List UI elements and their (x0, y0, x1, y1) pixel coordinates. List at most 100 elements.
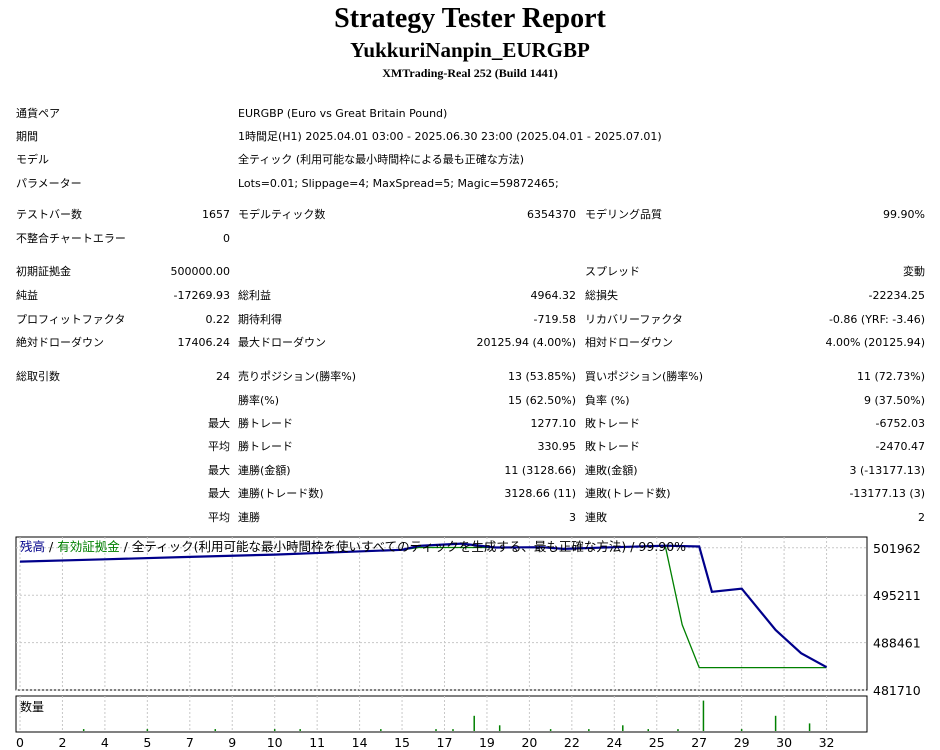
period-label: 期間 (16, 130, 38, 143)
legend-balance: 残高 (20, 539, 45, 554)
consec-loss-money-value: 3 (-13177.13) (849, 464, 925, 477)
y-tick-label: 481710 (873, 683, 921, 698)
x-tick-label: 9 (228, 735, 236, 750)
consec-avg-word: 平均 (208, 511, 230, 524)
x-tick-label: 29 (734, 735, 750, 750)
abs-dd-label: 絶対ドローダウン (16, 336, 104, 349)
x-tick-label: 20 (521, 735, 537, 750)
period-value: 1時間足(H1) 2025.04.01 03:00 - 2025.06.30 2… (238, 130, 662, 143)
report-subtitle: YukkuriNanpin_EURGBP (350, 38, 590, 62)
legend-equity: 有効証拠金 (57, 539, 120, 554)
consec-loss-value: 2 (918, 511, 925, 524)
x-ticks: 0 2 4 5 7 9 10 11 14 15 17 19 20 22 24 25 27 29 30 32 (16, 735, 834, 750)
total-trades-value: 24 (216, 370, 230, 383)
x-tick-label: 10 (267, 735, 283, 750)
bars-label: テストバー数 (16, 208, 82, 221)
largest-loss-value: -6752.03 (875, 417, 925, 430)
consec-loss-label: 連敗 (585, 511, 607, 524)
average-loss-label: 敗トレード (585, 440, 640, 453)
x-tick-label: 22 (564, 735, 580, 750)
model-value: 全ティック (利用可能な最小時間枠による最も正確な方法) (238, 153, 525, 166)
x-tick-label: 17 (437, 735, 453, 750)
average-word: 平均 (208, 440, 230, 453)
legend-sep: / (45, 539, 57, 554)
short-label: 売りポジション(勝率%) (238, 370, 357, 383)
params-value: Lots=0.01; Slippage=4; MaxSpread=5; Magi… (238, 177, 559, 190)
max-dd-value: 20125.94 (4.00%) (476, 336, 576, 349)
chart-legend: 残高 / 有効証拠金 / 全ティック(利用可能な最小時間枠を使いすべてのティック… (20, 539, 686, 554)
pf-label: プロフィットファクタ (16, 313, 126, 326)
errors-label: 不整合チャートエラー (16, 232, 126, 245)
recovery-value: -0.86 (YRF: -3.46) (828, 313, 925, 326)
long-label: 買いポジション(勝率%) (585, 370, 704, 383)
y-tick-label: 501962 (873, 541, 921, 556)
symbol-value: EURGBP (Euro vs Great Britain Pound) (238, 107, 448, 120)
x-tick-label: 14 (352, 735, 368, 750)
net-value: -17269.93 (173, 289, 230, 302)
largest-loss-label: 敗トレード (585, 417, 640, 430)
rel-dd-label: 相対ドローダウン (585, 336, 673, 349)
bars-value: 1657 (202, 208, 230, 221)
ticks-label: モデルティック数 (238, 208, 326, 221)
x-tick-label: 7 (186, 735, 194, 750)
long-value: 11 (72.73%) (856, 370, 925, 383)
errors-value: 0 (223, 232, 230, 245)
rel-dd-value: 4.00% (20125.94) (825, 336, 925, 349)
x-tick-label: 27 (691, 735, 707, 750)
balance-chart: 残高 / 有効証拠金 / 全ティック(利用可能な最小時間枠を使いすべてのティック… (15, 536, 921, 750)
legend-model: / 全ティック(利用可能な最小時間枠を使いすべてのティックを生成する、最も正確な… (120, 539, 686, 554)
win-rate-value: 15 (62.50%) (507, 394, 576, 407)
grid (16, 537, 867, 732)
loss-rate-label: 負率 (%) (585, 394, 630, 407)
average-win-value: 330.95 (537, 440, 577, 453)
consec-win-money-label: 連勝(金額) (238, 464, 291, 477)
broker-line: XMTrading-Real 252 (Build 1441) (382, 66, 558, 80)
symbol-label: 通貨ペア (16, 107, 60, 120)
model-label: モデル (16, 153, 49, 166)
spread-value: 変動 (903, 265, 925, 278)
consec-trades-word: 最大 (208, 487, 230, 500)
x-tick-label: 32 (819, 735, 835, 750)
gross-loss-value: -22234.25 (868, 289, 925, 302)
x-tick-label: 19 (479, 735, 495, 750)
params-label: パラメーター (16, 177, 82, 190)
quality-label: モデリング品質 (585, 208, 662, 221)
x-tick-label: 30 (776, 735, 792, 750)
y-tick-label: 488461 (873, 636, 921, 651)
total-trades-label: 総取引数 (16, 370, 60, 383)
deposit-value: 500000.00 (170, 265, 231, 278)
max-dd-label: 最大ドローダウン (238, 336, 326, 349)
consec-loss-trades-value: -13177.13 (3) (849, 487, 925, 500)
consec-loss-money-label: 連敗(金額) (585, 464, 638, 477)
short-value: 13 (53.85%) (507, 370, 576, 383)
recovery-label: リカバリーファクタ (585, 313, 683, 326)
gross-profit-value: 4964.32 (530, 289, 577, 302)
x-tick-label: 0 (16, 735, 24, 750)
gross-loss-label: 総損失 (585, 289, 618, 302)
consec-money-word: 最大 (208, 464, 230, 477)
average-win-label: 勝トレード (238, 440, 293, 453)
spread-label: スプレッド (585, 265, 640, 278)
x-tick-label: 11 (309, 735, 325, 750)
average-loss-value: -2470.47 (875, 440, 925, 453)
abs-dd-value: 17406.24 (177, 336, 231, 349)
consec-loss-trades-label: 連敗(トレード数) (585, 487, 671, 500)
volume-label: 数量 (20, 699, 44, 714)
gross-profit-label: 総利益 (238, 289, 271, 302)
win-rate-label: 勝率(%) (238, 394, 280, 407)
consec-win-trades-value: 3128.66 (11) (504, 487, 576, 500)
plot-frame (15, 536, 868, 691)
volume-bars (82, 700, 811, 731)
consec-win-value: 3 (569, 511, 576, 524)
consec-win-money-value: 11 (3128.66) (504, 464, 576, 477)
largest-win-value: 1277.10 (530, 417, 577, 430)
ticks-value: 6354370 (527, 208, 576, 221)
expected-label: 期待利得 (238, 313, 282, 326)
x-tick-label: 5 (143, 735, 151, 750)
y-ticks: 501962 495211 488461 481710 (873, 541, 921, 698)
largest-win-label: 勝トレード (238, 417, 293, 430)
x-tick-label: 2 (58, 735, 66, 750)
x-tick-label: 25 (649, 735, 665, 750)
quality-value: 99.90% (883, 208, 925, 221)
pf-value: 0.22 (205, 313, 231, 326)
